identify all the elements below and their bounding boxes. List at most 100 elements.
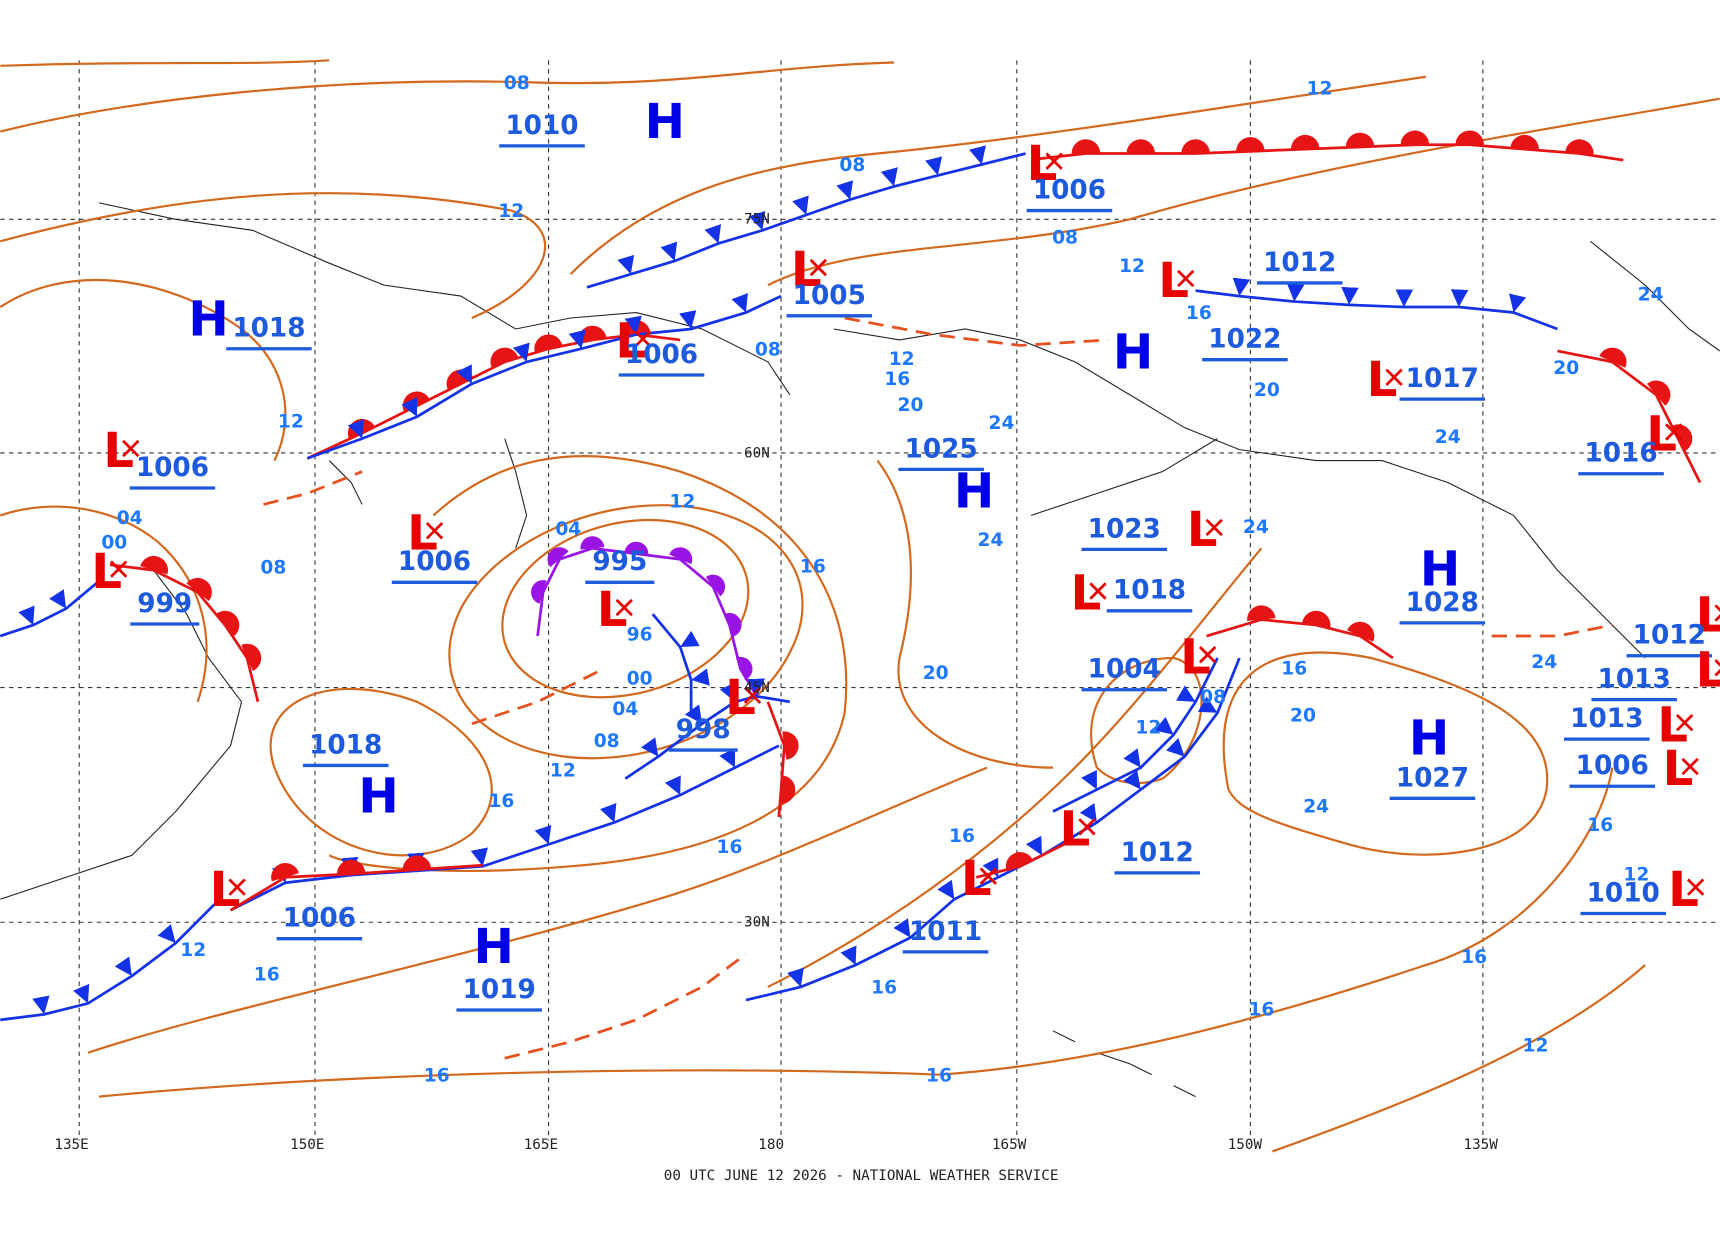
pressure-value: 998	[676, 715, 731, 745]
isobar-label: 24	[1638, 284, 1664, 305]
pressure-value: 1010	[1587, 878, 1660, 908]
longitude-label: 135E	[54, 1137, 88, 1153]
pressure-value: 1004	[1088, 655, 1161, 685]
isobar-label: 12	[498, 201, 524, 222]
isobar-label: 08	[260, 558, 286, 579]
high-symbol: H	[358, 769, 398, 825]
isobar-label: 96	[627, 624, 653, 645]
isobar-label: 16	[871, 978, 897, 999]
pressure-value: 1025	[905, 434, 978, 464]
isobar-label: 16	[254, 964, 280, 985]
isobar-label: 12	[889, 349, 915, 370]
isobar-label: 16	[717, 837, 743, 858]
pressure-value: 1013	[1570, 704, 1643, 734]
longitude-label: 180	[758, 1137, 784, 1153]
isobar-label: 12	[278, 412, 304, 433]
isobar-label: 20	[1290, 706, 1316, 727]
pressure-value: 1028	[1406, 588, 1479, 618]
pressure-value: 1018	[232, 314, 305, 344]
isobar-label: 08	[594, 731, 620, 752]
pressure-value: 1019	[463, 975, 536, 1005]
isobar-label: 24	[989, 413, 1015, 434]
low-symbol: L	[1696, 642, 1720, 698]
longitude-label: 165W	[992, 1137, 1027, 1153]
low-cross	[228, 878, 246, 896]
low-cross	[809, 258, 827, 277]
pressure-value: 1027	[1396, 763, 1469, 793]
isobar-label: 24	[1435, 427, 1461, 448]
isobar-label: 08	[755, 339, 781, 360]
pressure-value: 1006	[136, 453, 209, 483]
isobar-label: 16	[1248, 999, 1274, 1020]
high-symbol: H	[474, 919, 514, 975]
pressure-value: 1016	[1584, 439, 1657, 469]
isobar-label: 16	[1186, 303, 1212, 324]
isobar-label: 04	[555, 519, 581, 540]
low-cross	[1045, 152, 1063, 170]
isobar-label: 12	[1523, 1036, 1549, 1057]
low-cross	[743, 686, 762, 704]
pressure-value: 1018	[1113, 576, 1186, 606]
low-cross	[615, 598, 633, 617]
isobar-label: 12	[1623, 865, 1649, 886]
pressure-value: 1006	[1576, 751, 1649, 781]
isobar-label: 24	[1303, 797, 1329, 818]
low-cross	[1714, 604, 1720, 622]
low-cross	[1198, 646, 1217, 664]
latitude-label: 45N	[744, 680, 770, 696]
high-symbol: H	[954, 464, 994, 520]
pressure-value: 1006	[625, 340, 698, 370]
isobar-label: 08	[1052, 227, 1078, 248]
isobar-label: 04	[117, 508, 143, 529]
latitude-label: 30N	[744, 915, 770, 931]
isobar-label: 04	[612, 699, 638, 720]
isobar-label: 16	[1281, 658, 1307, 679]
latitude-label: 75N	[744, 212, 770, 228]
pressure-value: 1022	[1208, 325, 1281, 355]
isobar-label: 12	[669, 492, 695, 513]
low-cross	[1385, 368, 1403, 386]
isobar-label: 20	[923, 663, 949, 684]
isobar-label: 16	[949, 826, 975, 847]
low-cross	[122, 439, 140, 458]
isobar-label: 16	[1461, 947, 1487, 968]
high-symbol: H	[188, 292, 228, 348]
isobar-label: 16	[800, 556, 826, 577]
low-cross	[1686, 878, 1705, 896]
isobar-label: 24	[978, 530, 1004, 551]
isobar-label: 00	[101, 532, 127, 553]
low-cross	[1714, 659, 1720, 677]
pressure-value: 1012	[1121, 838, 1194, 868]
pressure-value: 1017	[1406, 364, 1479, 394]
high-symbol: H	[1113, 324, 1153, 380]
low-cross	[1177, 269, 1195, 288]
pressure-value: 1018	[309, 730, 382, 760]
isobar-label: 12	[1135, 718, 1161, 739]
longitude-label: 150E	[290, 1137, 324, 1153]
footer: 00 UTC JUNE 12 2026 - NATIONAL WEATHER S…	[664, 1168, 1059, 1184]
pressure-value: 1023	[1088, 514, 1161, 544]
graticule-labels: 75N 60N 45N 30N 135E 150E 165E 180 165W 150W 135W	[54, 212, 1498, 1154]
pressure-value: 1006	[1033, 175, 1106, 205]
isobar-label: 00	[627, 668, 653, 689]
isobar-label: 08	[504, 73, 530, 94]
pressure-value: 999	[137, 589, 192, 619]
isobar-label: 16	[488, 791, 514, 812]
high-symbol: H	[1409, 710, 1449, 766]
isobar-label: 08	[839, 155, 865, 176]
pressure-value: 1010	[505, 111, 578, 141]
pressure-value: 1011	[909, 917, 982, 947]
low-cross	[634, 330, 652, 348]
longitude-label: 165E	[524, 1137, 558, 1153]
isobar-label: 16	[1587, 815, 1613, 836]
isobar-label: 12	[1307, 78, 1333, 99]
low-cross	[1078, 818, 1096, 836]
low-cross	[1089, 582, 1107, 600]
pressure-value: 1012	[1263, 248, 1336, 278]
isobar-label: 12	[180, 940, 206, 961]
longitude-label: 150W	[1228, 1137, 1263, 1153]
low-cross	[425, 522, 444, 540]
low-cross	[979, 867, 997, 885]
isobar-label: 20	[1553, 358, 1579, 379]
